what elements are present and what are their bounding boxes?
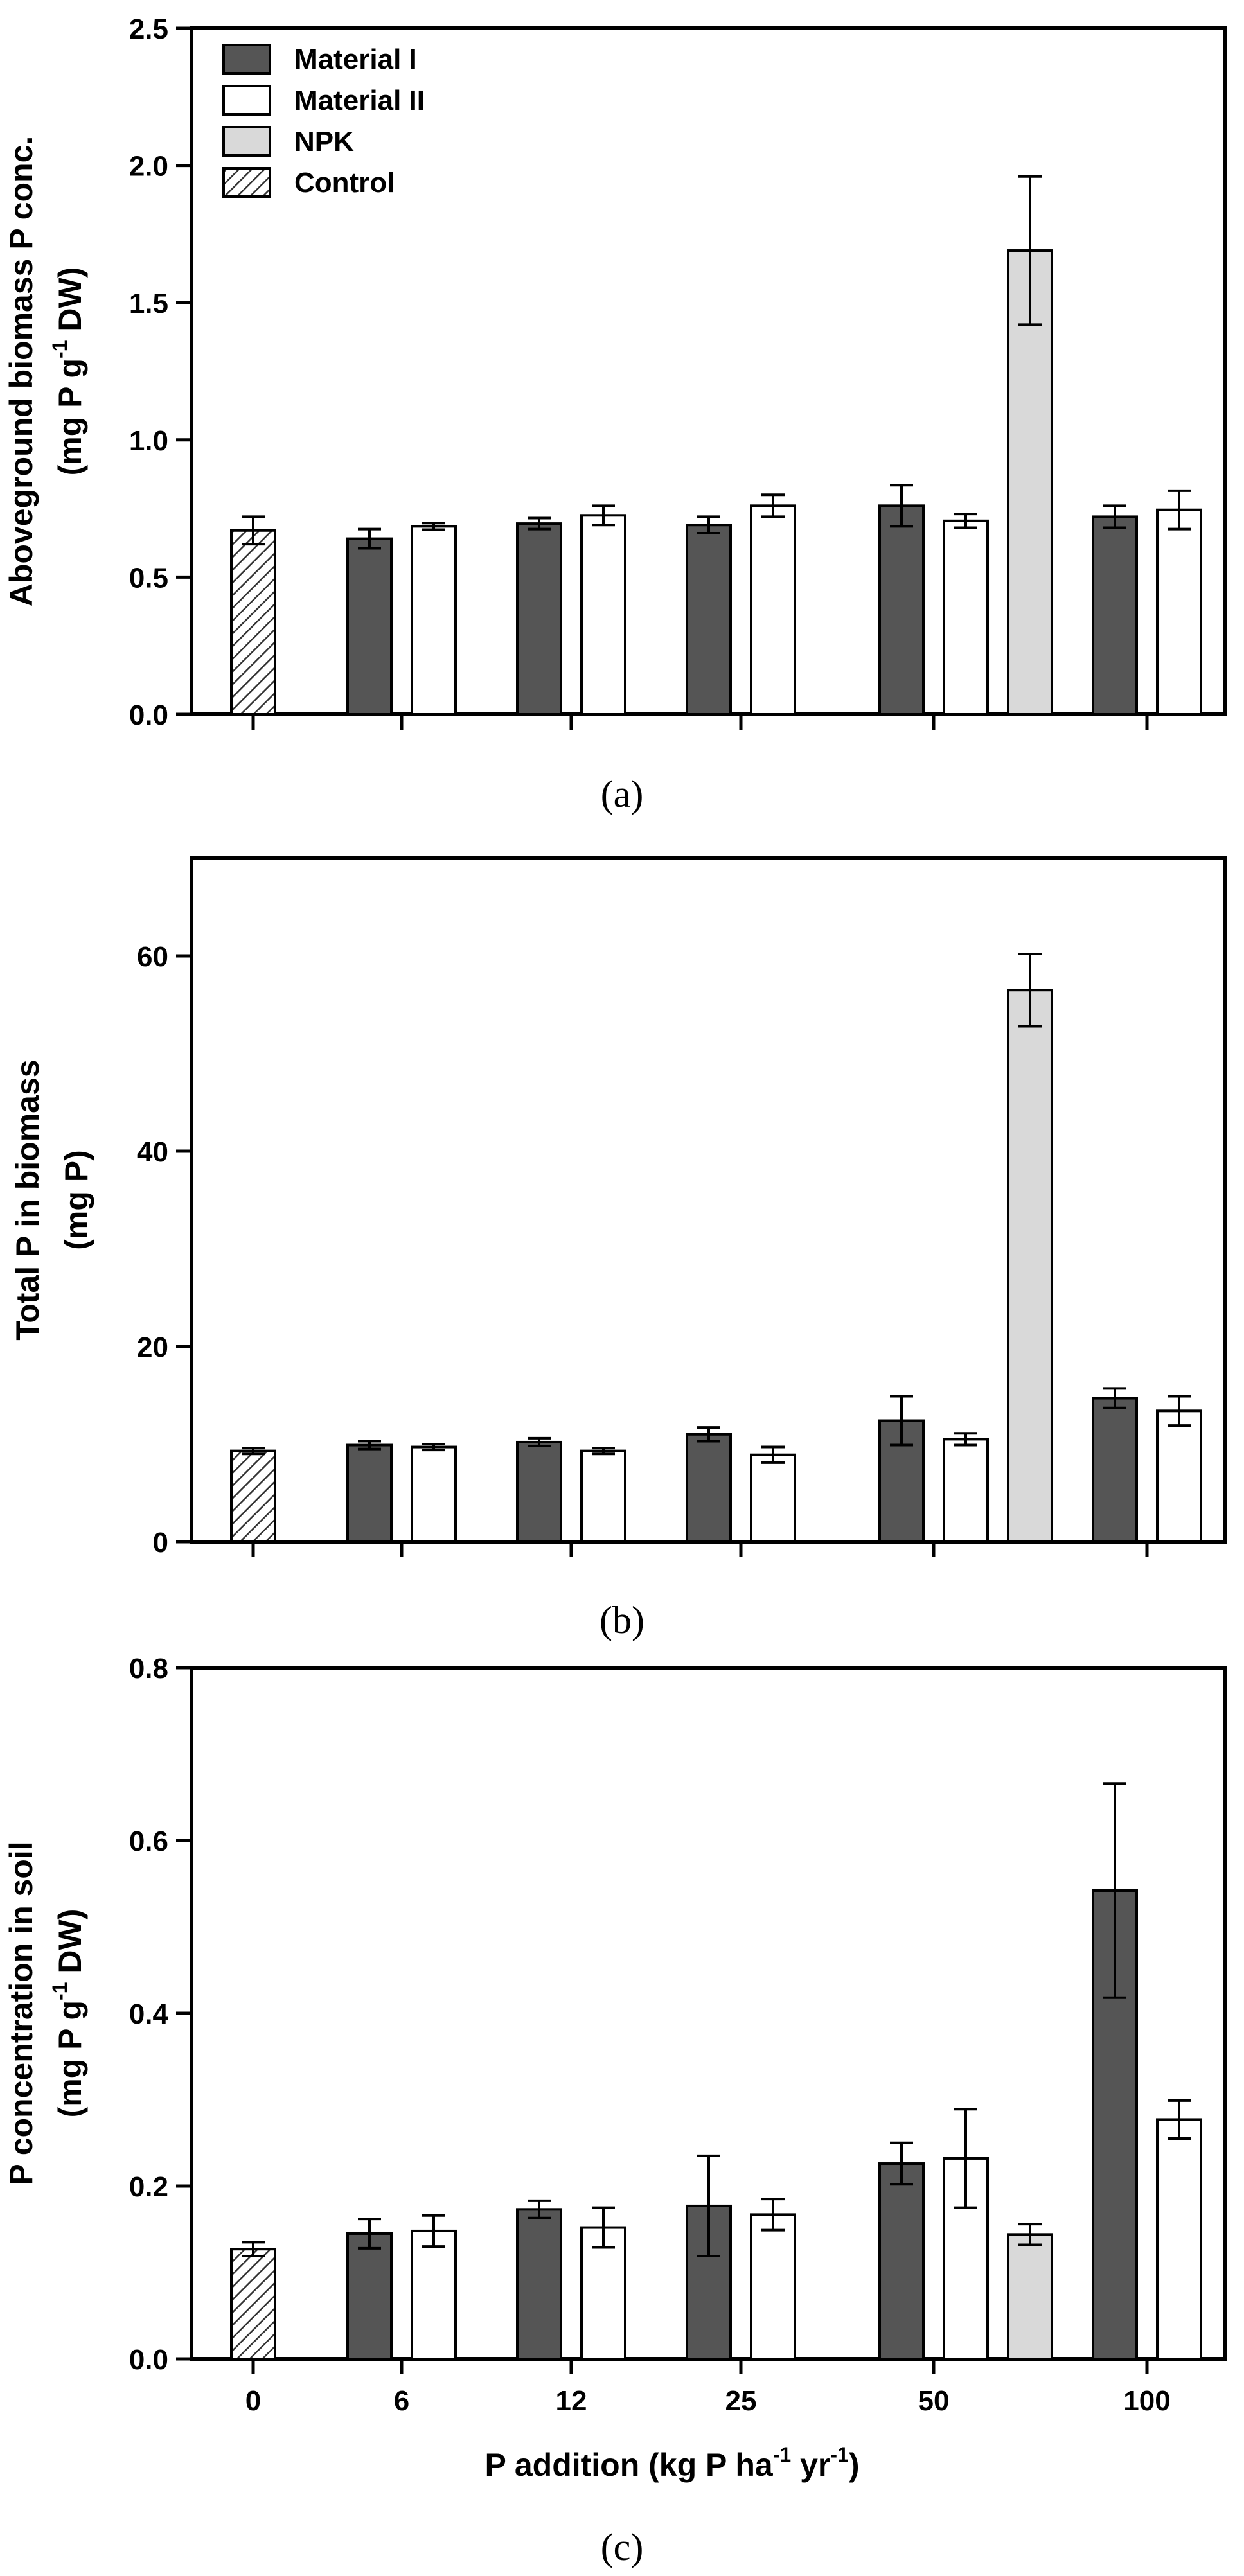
y-tick-label: 2.0 xyxy=(129,151,168,182)
legend-label-material-i: Material I xyxy=(294,44,417,75)
y-tick-label: 0.5 xyxy=(129,562,168,594)
caption-c: (c) xyxy=(601,2526,644,2568)
x-axis-title: P addition (kg P ha-1 yr-1) xyxy=(485,2443,860,2483)
legend: Material I Material II NPK Control xyxy=(222,44,425,198)
bar-material-i-50 xyxy=(878,504,925,716)
bar-material-i-25 xyxy=(686,524,732,716)
y-axis-title-line2: (mg P g-1 DW) xyxy=(48,1909,88,2118)
y-axis-title-line2: (mg P g-1 DW) xyxy=(48,267,88,476)
bar-material-i-6 xyxy=(346,2232,393,2361)
legend-label-control: Control xyxy=(294,167,395,198)
legend-label-npk: NPK xyxy=(294,126,354,157)
bar-control-0 xyxy=(230,529,276,716)
y-tick-label: 20 xyxy=(137,1332,168,1363)
y-tick-label: 60 xyxy=(137,941,168,973)
bar-material-ii-100 xyxy=(1156,2118,1202,2361)
y-tick-label: 0 xyxy=(153,1527,168,1558)
bar-material-i-6 xyxy=(346,1443,393,1544)
panel-a: 0.0 0.5 1.0 1.5 2.0 2.5 Aboveground biomass P … xyxy=(3,13,1227,731)
bar-material-i-50 xyxy=(878,2162,925,2361)
panel-b: 0 20 40 60 Total P in biomass (mg P) xyxy=(10,856,1227,1558)
legend-swatch-npk xyxy=(222,126,271,157)
bar-control-0 xyxy=(230,2248,276,2361)
y-tick-label: 40 xyxy=(137,1136,168,1168)
bar-material-i-12 xyxy=(516,2208,562,2360)
bar-material-ii-50 xyxy=(943,1438,989,1543)
bar-material-ii-25 xyxy=(750,1453,796,1543)
bar-npk-50 xyxy=(1007,989,1053,1543)
bar-material-ii-6 xyxy=(411,525,457,716)
bar-material-i-12 xyxy=(516,1440,562,1543)
bar-npk-50 xyxy=(1007,2233,1053,2361)
bar-npk-50 xyxy=(1007,249,1053,716)
x-tick-label-12: 12 xyxy=(556,2385,587,2417)
y-axis-title-line2: (mg P) xyxy=(58,1150,94,1250)
y-tick-label: 2.5 xyxy=(129,13,168,45)
y-tick-label: 0.0 xyxy=(129,700,168,731)
bar-material-ii-25 xyxy=(750,504,796,716)
y-tick-label: 0.4 xyxy=(129,1998,169,2030)
y-tick-label: 1.0 xyxy=(129,425,168,457)
legend-swatch-material-i xyxy=(222,44,271,75)
y-tick-label: 0.6 xyxy=(129,1826,168,1857)
y-tick-label: 1.5 xyxy=(129,288,168,319)
x-tick-label-25: 25 xyxy=(725,2385,757,2417)
bar-material-i-6 xyxy=(346,537,393,716)
bar-material-ii-25 xyxy=(750,2213,796,2361)
caption-a: (a) xyxy=(601,773,644,815)
bar-material-ii-100 xyxy=(1156,508,1202,716)
y-tick-label: 0.2 xyxy=(129,2171,168,2203)
bar-material-ii-12 xyxy=(580,2226,626,2361)
x-tick-label-6: 6 xyxy=(394,2385,409,2417)
bar-material-i-12 xyxy=(516,522,562,716)
y-axis-title-line1: Total P in biomass xyxy=(10,1059,46,1340)
y-tick-label: 0.8 xyxy=(129,1653,168,1684)
bar-material-ii-12 xyxy=(580,514,626,716)
legend-swatch-material-ii xyxy=(222,85,271,116)
bar-material-i-100 xyxy=(1092,515,1138,716)
legend-label-material-ii: Material II xyxy=(294,85,425,116)
legend-swatch-control xyxy=(222,167,271,198)
caption-b: (b) xyxy=(600,1599,644,1641)
panel-c: 0.0 0.2 0.4 0.6 0.8 0 6 12 25 50 100 P concentratio… xyxy=(3,1653,1227,2417)
y-tick-label: 0.0 xyxy=(129,2344,168,2376)
bar-material-ii-6 xyxy=(411,2229,457,2360)
bar-material-ii-6 xyxy=(411,1445,457,1544)
bar-material-ii-100 xyxy=(1156,1409,1202,1544)
bar-material-ii-50 xyxy=(943,519,989,716)
bar-material-i-25 xyxy=(686,1433,732,1544)
bar-material-i-100 xyxy=(1092,1397,1138,1544)
x-tick-label-0: 0 xyxy=(245,2385,261,2417)
bar-control-0 xyxy=(230,1449,276,1543)
x-tick-label-100: 100 xyxy=(1123,2385,1170,2417)
x-tick-label-50: 50 xyxy=(918,2385,950,2417)
y-axis-title-line1: Aboveground biomass P conc. xyxy=(3,136,39,607)
y-axis-title-line1: P concentration in soil xyxy=(3,1841,39,2185)
bar-material-ii-12 xyxy=(580,1449,626,1543)
